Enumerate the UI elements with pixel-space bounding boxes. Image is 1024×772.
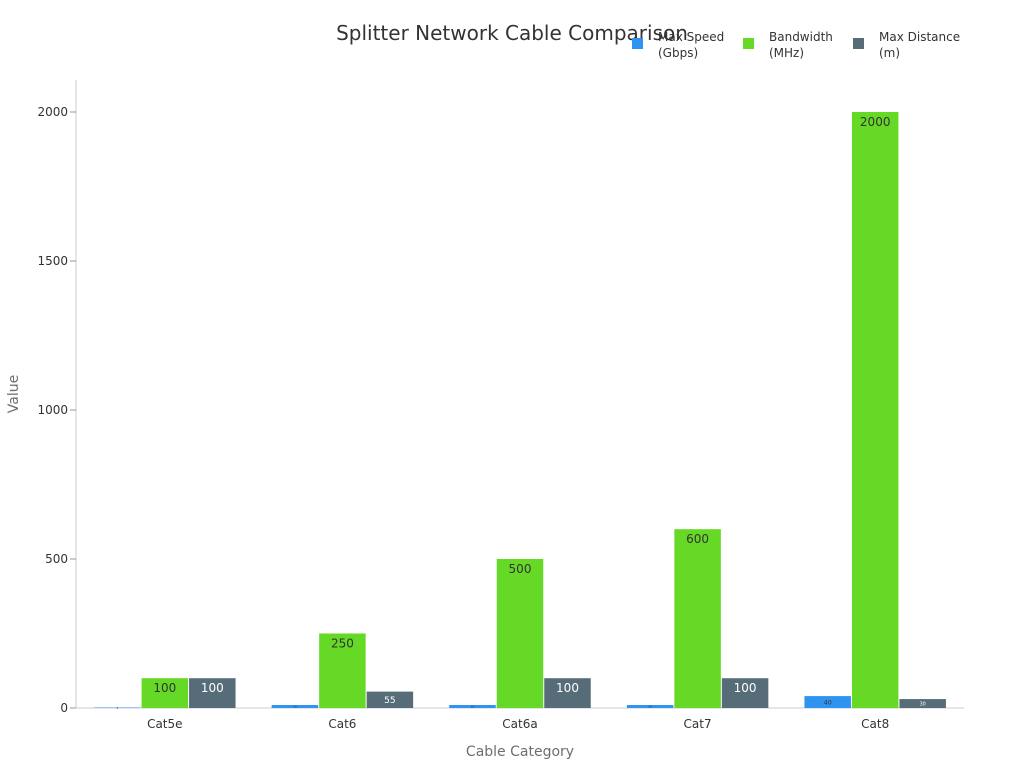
bar-value-label: 2000 xyxy=(860,115,891,129)
legend: Max Speed (Gbps) Bandwidth (MHz) Max Distanc… xyxy=(632,30,960,60)
legend-label: (MHz) xyxy=(769,46,804,60)
bar-value-label: 10 xyxy=(648,705,652,709)
y-axis-ticks: 0 500 1000 1500 2000 xyxy=(37,105,76,715)
x-tick-label: Cat7 xyxy=(684,717,712,731)
y-axis-title: Value xyxy=(6,375,22,413)
x-axis-title: Cable Category xyxy=(466,744,574,760)
bar-value-label: 30 xyxy=(920,701,926,707)
bar-value-label: 10 xyxy=(293,705,297,709)
bar xyxy=(721,678,769,708)
y-tick-label: 1500 xyxy=(37,254,68,268)
bar xyxy=(271,705,319,708)
bar-value-label: 500 xyxy=(509,562,532,576)
legend-label: Bandwidth xyxy=(769,30,833,44)
bar xyxy=(626,705,674,708)
bar xyxy=(496,559,544,708)
x-tick-label: Cat6 xyxy=(328,717,356,731)
y-tick-label: 0 xyxy=(60,701,68,715)
bar-value-label: 100 xyxy=(153,681,176,695)
bar-value-label: 100 xyxy=(734,681,757,695)
bar xyxy=(189,678,236,708)
x-tick-label: Cat6a xyxy=(502,717,537,731)
bar xyxy=(94,707,141,708)
bar-value-label: 250 xyxy=(331,637,354,651)
bar xyxy=(674,529,721,708)
bar xyxy=(851,112,899,708)
x-axis-ticks: Cat5e Cat6 Cat6a Cat7 Cat8 xyxy=(147,717,889,731)
legend-swatch xyxy=(743,38,754,49)
bars: 1 100 100 10 250 55 10 500 100 10 600 100 40 2000 30 xyxy=(94,112,946,710)
bar-value-label: 100 xyxy=(201,681,224,695)
legend-label: (Gbps) xyxy=(658,46,698,60)
legend-label: Max Speed xyxy=(658,30,724,44)
bar xyxy=(141,678,189,708)
bar xyxy=(899,699,946,708)
legend-swatch xyxy=(632,38,643,49)
x-tick-label: Cat8 xyxy=(861,717,889,731)
legend-label: Max Distance xyxy=(879,30,960,44)
chart-title: Splitter Network Cable Comparison xyxy=(336,21,688,45)
y-tick-label: 2000 xyxy=(37,105,68,119)
x-tick-label: Cat5e xyxy=(147,717,182,731)
bar-value-label: 1 xyxy=(116,706,118,710)
bar-value-label: 100 xyxy=(556,681,579,695)
y-tick-label: 1000 xyxy=(37,403,68,417)
bar-value-label: 40 xyxy=(824,698,832,706)
bar xyxy=(319,633,366,708)
legend-swatch xyxy=(853,38,864,49)
bar xyxy=(366,691,414,708)
bar-value-label: 55 xyxy=(384,696,395,706)
bar xyxy=(449,705,496,708)
bar-value-label: 10 xyxy=(471,705,475,709)
bar xyxy=(544,678,591,708)
bar-value-label: 600 xyxy=(686,532,709,546)
legend-label: (m) xyxy=(879,46,900,60)
bar xyxy=(804,696,851,708)
y-tick-label: 500 xyxy=(45,552,68,566)
